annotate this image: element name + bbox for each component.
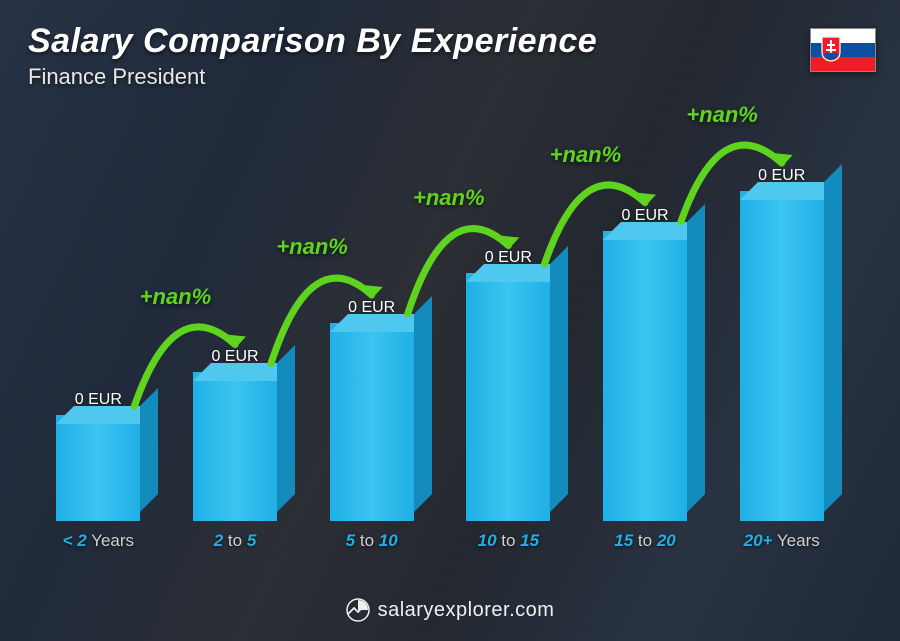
bar-wrap: 0 EUR [303,120,440,521]
x-axis-labels: < 2 Years2 to 55 to 1010 to 1515 to 2020… [30,531,850,551]
x-label: 15 to 20 [577,531,714,551]
bar-wrap: 0 EUR [167,120,304,521]
bar-side-face [277,345,295,512]
bar-wrap: 0 EUR [713,120,850,521]
x-label: 5 to 10 [303,531,440,551]
bar-front-face [193,372,277,521]
bar-wrap: 0 EUR [577,120,714,521]
salaryexplorer-logo-icon [346,598,370,622]
x-label: < 2 Years [30,531,167,551]
bar-chart: 0 EUR0 EUR0 EUR0 EUR0 EUR0 EUR +nan%+nan… [30,120,850,551]
x-label: 10 to 15 [440,531,577,551]
bar-front-face [56,415,140,521]
flag-emblem-icon [821,36,841,62]
bar-side-face [550,246,568,512]
bar-side-face [824,164,842,512]
bar-front-face [603,231,687,521]
bar-side-face [140,388,158,512]
bar [56,415,140,521]
bar-front-face [330,323,414,521]
bar [740,191,824,521]
chart-title: Salary Comparison By Experience [28,22,597,61]
bar [193,372,277,521]
footer: salaryexplorer.com [0,598,900,627]
footer-text: salaryexplorer.com [378,599,555,622]
bar-wrap: 0 EUR [30,120,167,521]
bar-side-face [687,204,705,512]
bars-container: 0 EUR0 EUR0 EUR0 EUR0 EUR0 EUR [30,120,850,521]
x-label: 20+ Years [713,531,850,551]
bar [466,273,550,521]
bar-front-face [466,273,550,521]
bar-side-face [414,296,432,512]
bar [603,231,687,521]
bar-front-face [740,191,824,521]
chart-stage: Salary Comparison By Experience Finance … [0,0,900,641]
chart-subtitle: Finance President [28,64,205,90]
bar [330,323,414,521]
slovakia-flag-icon [810,28,876,72]
x-label: 2 to 5 [167,531,304,551]
bar-wrap: 0 EUR [440,120,577,521]
